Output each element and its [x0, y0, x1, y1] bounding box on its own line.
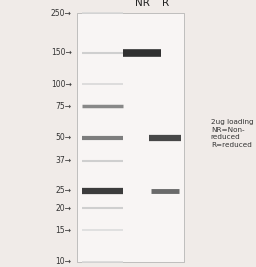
Text: R: R — [162, 0, 169, 8]
Text: 250→: 250→ — [51, 9, 72, 18]
Text: 25→: 25→ — [56, 186, 72, 195]
Text: 75→: 75→ — [56, 102, 72, 111]
Text: 100→: 100→ — [51, 80, 72, 89]
Text: 2ug loading
NR=Non-
reduced
R=reduced: 2ug loading NR=Non- reduced R=reduced — [211, 119, 253, 148]
Text: 10→: 10→ — [56, 257, 72, 266]
Text: 50→: 50→ — [56, 133, 72, 142]
Text: 20→: 20→ — [56, 204, 72, 213]
Text: 15→: 15→ — [56, 226, 72, 235]
Text: NR: NR — [135, 0, 150, 8]
Text: 150→: 150→ — [51, 48, 72, 57]
Bar — [77, 13, 184, 262]
Text: 37→: 37→ — [56, 156, 72, 165]
